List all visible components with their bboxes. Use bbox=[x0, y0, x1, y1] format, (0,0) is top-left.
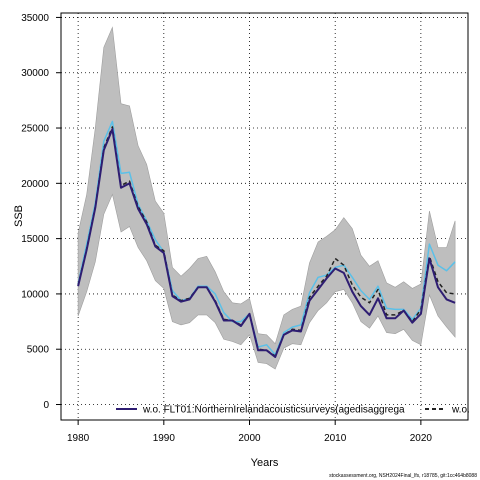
legend-label-1: w.o. FLT01:NorthernIrelandacousticsurvey… bbox=[142, 405, 405, 416]
legend-label-2: w.o. bbox=[451, 405, 470, 416]
y-axis: 0 5000 10000 15000 20000 25000 30000 35000 bbox=[21, 13, 61, 411]
plot-frame bbox=[60, 12, 469, 421]
y-tick-label: 30000 bbox=[21, 68, 49, 79]
confidence-band bbox=[77, 26, 456, 370]
footnote: stockassessment.org, NSH2024Final_lfs, r… bbox=[329, 473, 477, 479]
y-axis-title: SSB bbox=[13, 205, 25, 227]
x-tick-label: 1980 bbox=[67, 433, 90, 444]
x-tick-label: 2000 bbox=[238, 433, 261, 444]
legend: w.o. FLT01:NorthernIrelandacousticsurvey… bbox=[116, 405, 470, 416]
series-layer bbox=[77, 120, 456, 358]
y-tick-label: 25000 bbox=[21, 124, 49, 135]
y-tick-label: 5000 bbox=[27, 345, 50, 356]
x-tick-label: 2010 bbox=[324, 433, 347, 444]
y-tick-label: 10000 bbox=[21, 289, 49, 300]
x-tick-label: 1990 bbox=[153, 433, 176, 444]
y-tick-label: 35000 bbox=[21, 13, 49, 24]
y-tick-label: 15000 bbox=[21, 234, 49, 245]
confidence-band-layer bbox=[77, 26, 456, 370]
x-axis-title: Years bbox=[251, 457, 279, 469]
series-line-1 bbox=[77, 128, 456, 358]
x-axis: 1980 1990 2000 2010 2020 bbox=[67, 420, 432, 444]
y-tick-label: 0 bbox=[43, 400, 49, 411]
x-tick-label: 2020 bbox=[410, 433, 433, 444]
y-tick-label: 20000 bbox=[21, 179, 49, 190]
series-line-3 bbox=[77, 120, 456, 356]
